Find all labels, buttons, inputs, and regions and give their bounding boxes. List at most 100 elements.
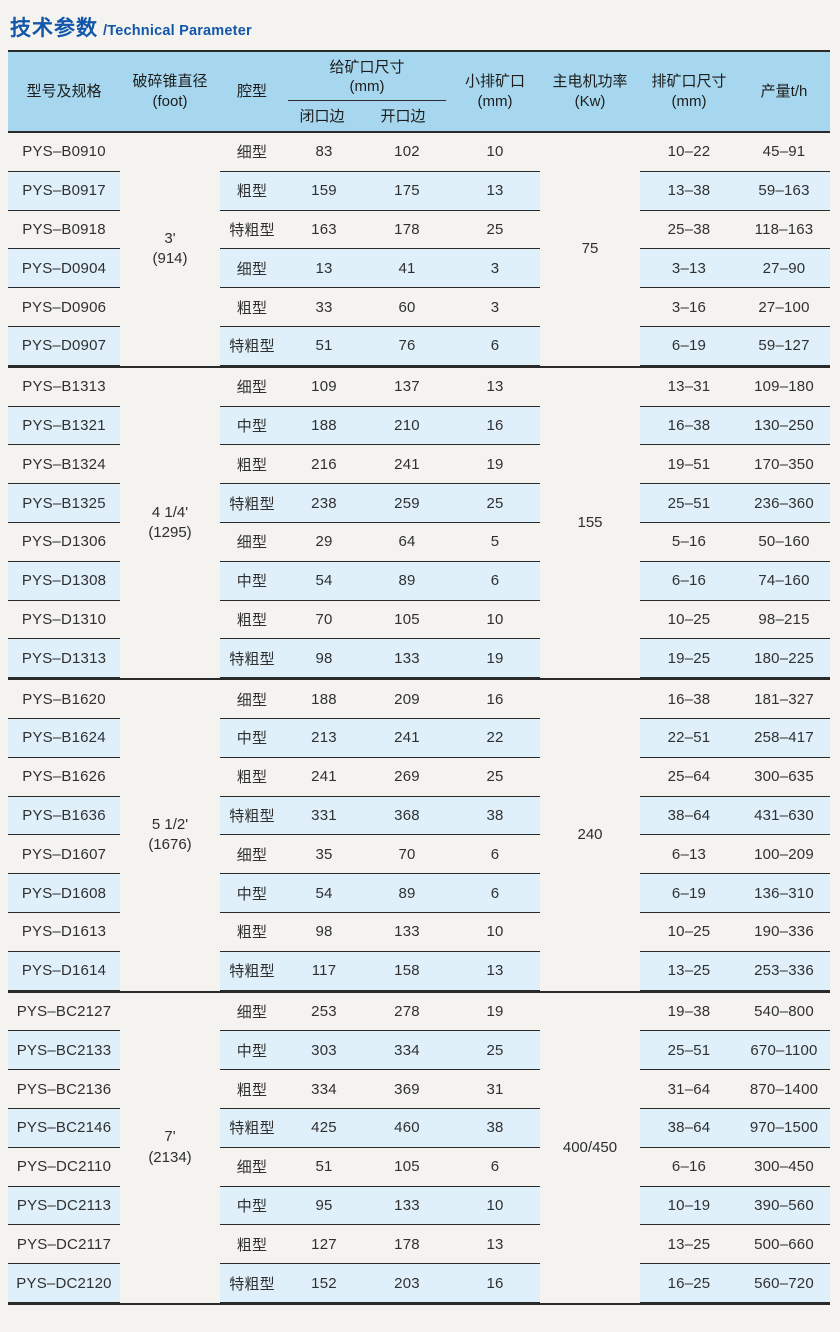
model-cell: PYS–D1306 (8, 523, 120, 562)
discharge-size-cell: 13–31 (640, 368, 738, 407)
table-row: PYS–BC2127 细型 253 278 19 19–38 540–800 (8, 993, 830, 1032)
table-row: PYS–D0907 特粗型 51 76 6 6–19 59–127 (8, 326, 830, 366)
min-discharge-cell: 5 (450, 523, 540, 562)
open-side-cell: 70 (364, 835, 450, 875)
discharge-size-cell: 25–51 (640, 1031, 738, 1071)
capacity-cell: 170–350 (738, 445, 830, 485)
closed-side-cell: 109 (284, 368, 364, 407)
table-body: PYS–B0910 细型 83 102 10 10–22 45–91 PYS–B0917 粗型 1… (8, 133, 830, 1305)
model-cell: PYS–D1614 (8, 951, 120, 991)
min-discharge-cell: 6 (450, 561, 540, 601)
model-cell: PYS–B1626 (8, 758, 120, 797)
min-discharge-cell: 13 (450, 171, 540, 211)
min-discharge-cell: 10 (450, 913, 540, 952)
capacity-cell: 100–209 (738, 835, 830, 875)
closed-side-cell: 13 (284, 249, 364, 289)
header-feed-opening: 给矿口尺寸 (mm) (288, 52, 446, 101)
capacity-cell: 253–336 (738, 951, 830, 991)
table-row: PYS–DC2110 细型 51 105 6 6–16 300–450 (8, 1148, 830, 1187)
model-cell: PYS–B0910 (8, 133, 120, 172)
capacity-cell: 300–450 (738, 1148, 830, 1187)
cavity-cell: 粗型 (220, 601, 284, 640)
closed-side-cell: 188 (284, 406, 364, 446)
closed-side-cell: 29 (284, 523, 364, 562)
table-row: PYS–B1636 特粗型 331 368 38 38–64 431–630 (8, 796, 830, 836)
discharge-size-cell: 19–51 (640, 445, 738, 485)
cavity-cell: 特粗型 (220, 326, 284, 366)
cavity-cell: 特粗型 (220, 211, 284, 250)
capacity-cell: 870–1400 (738, 1070, 830, 1109)
header-discharge-size-line2: (mm) (671, 92, 707, 110)
model-cell: PYS–DC2120 (8, 1264, 120, 1303)
page-title-en: /Technical Parameter (103, 23, 252, 39)
cavity-cell: 中型 (220, 874, 284, 913)
discharge-size-cell: 13–38 (640, 171, 738, 211)
header-motor-power-line1: 主电机功率 (552, 73, 628, 90)
model-cell: PYS–B1325 (8, 484, 120, 523)
open-side-cell: 203 (364, 1264, 450, 1303)
open-side-cell: 278 (364, 993, 450, 1032)
cavity-cell: 粗型 (220, 913, 284, 952)
closed-side-cell: 127 (284, 1225, 364, 1265)
discharge-size-cell: 22–51 (640, 718, 738, 758)
model-cell: PYS–D0907 (8, 326, 120, 366)
table-row: PYS–D0904 细型 13 41 3 3–13 27–90 (8, 249, 830, 289)
open-side-cell: 41 (364, 249, 450, 289)
table-row: PYS–B0910 细型 83 102 10 10–22 45–91 (8, 133, 830, 172)
open-side-cell: 241 (364, 445, 450, 485)
min-discharge-cell: 10 (450, 133, 540, 172)
page-title-zh: 技术参数 (10, 17, 98, 40)
open-side-cell: 369 (364, 1070, 450, 1109)
capacity-cell: 500–660 (738, 1225, 830, 1265)
min-discharge-cell: 16 (450, 1264, 540, 1303)
closed-side-cell: 152 (284, 1264, 364, 1303)
model-group: PYS–B1620 细型 188 209 16 16–38 181–327 PYS–B1624… (8, 680, 830, 993)
header-feed-opening-line2: (mm) (349, 77, 385, 95)
header-open-side: 开口边 (380, 108, 426, 126)
open-side-cell: 133 (364, 639, 450, 679)
open-side-cell: 64 (364, 523, 450, 562)
header-motor-power-line2: (Kw) (574, 92, 606, 110)
cavity-cell: 特粗型 (220, 951, 284, 991)
open-side-cell: 210 (364, 406, 450, 446)
discharge-size-cell: 16–25 (640, 1264, 738, 1303)
open-side-cell: 133 (364, 913, 450, 952)
closed-side-cell: 241 (284, 758, 364, 797)
model-cell: PYS–D1608 (8, 874, 120, 913)
discharge-size-cell: 10–22 (640, 133, 738, 172)
open-side-cell: 76 (364, 326, 450, 366)
model-cell: PYS–B0918 (8, 211, 120, 250)
table-row: PYS–D1607 细型 35 70 6 6–13 100–209 (8, 835, 830, 875)
cavity-cell: 特粗型 (220, 1264, 284, 1303)
cavity-cell: 细型 (220, 523, 284, 562)
model-cell: PYS–BC2133 (8, 1031, 120, 1071)
open-side-cell: 460 (364, 1108, 450, 1148)
discharge-size-cell: 25–51 (640, 484, 738, 523)
min-discharge-cell: 19 (450, 993, 540, 1032)
model-group: PYS–B0910 细型 83 102 10 10–22 45–91 PYS–B0917 粗型 1… (8, 133, 830, 368)
closed-side-cell: 98 (284, 639, 364, 679)
model-cell: PYS–D1310 (8, 601, 120, 640)
min-discharge-cell: 6 (450, 874, 540, 913)
discharge-size-cell: 19–25 (640, 639, 738, 679)
model-cell: PYS–D1308 (8, 561, 120, 601)
table-row: PYS–BC2146 特粗型 425 460 38 38–64 970–1500 (8, 1108, 830, 1148)
model-cell: PYS–B1620 (8, 680, 120, 719)
open-side-cell: 158 (364, 951, 450, 991)
open-side-cell: 368 (364, 796, 450, 836)
model-cell: PYS–D1613 (8, 913, 120, 952)
capacity-cell: 180–225 (738, 639, 830, 679)
min-discharge-cell: 3 (450, 249, 540, 289)
cavity-cell: 中型 (220, 406, 284, 446)
discharge-size-cell: 16–38 (640, 680, 738, 719)
table-row: PYS–B1626 粗型 241 269 25 25–64 300–635 (8, 758, 830, 797)
min-discharge-cell: 16 (450, 680, 540, 719)
table-row: PYS–D1614 特粗型 117 158 13 13–25 253–336 (8, 951, 830, 991)
discharge-size-cell: 6–19 (640, 326, 738, 366)
cavity-cell: 中型 (220, 1031, 284, 1071)
capacity-cell: 74–160 (738, 561, 830, 601)
closed-side-cell: 334 (284, 1070, 364, 1109)
min-discharge-cell: 25 (450, 758, 540, 797)
header-feed-opening-sub: 闭口边 开口边 (284, 101, 450, 131)
closed-side-cell: 70 (284, 601, 364, 640)
